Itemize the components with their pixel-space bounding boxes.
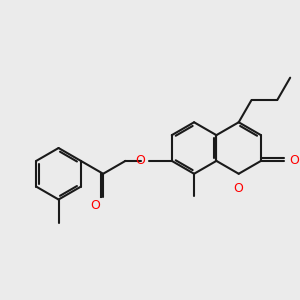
Text: O: O — [234, 182, 244, 195]
Text: O: O — [135, 154, 145, 167]
Text: O: O — [90, 199, 100, 212]
Text: O: O — [289, 154, 299, 167]
